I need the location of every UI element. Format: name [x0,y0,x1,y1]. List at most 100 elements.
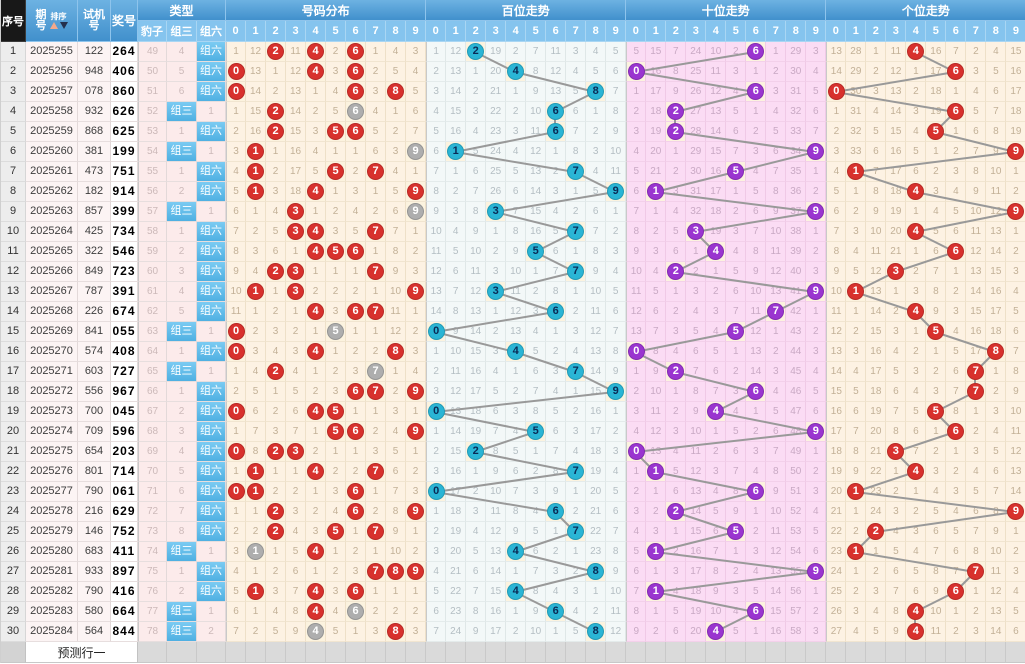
shi-miss-cell: 4 [666,582,687,602]
period-cell: 2025268 [26,302,78,322]
ge-miss-cell: 21 [866,442,887,462]
ge-miss-cell: 14 [886,102,907,122]
bai-hit-cell: 7 [566,522,587,542]
ge-miss-cell: 15 [1006,42,1025,62]
section-header-ge: 个位走势 [826,0,1025,21]
dist-digit-header-6: 6 [346,21,367,42]
bai-miss-cell: 10 [606,142,627,162]
shi-miss-cell: 4 [726,242,747,262]
col-header-period[interactable]: 期号 排序 [26,0,78,42]
shi-miss-cell: 3 [806,342,827,362]
shi-miss-cell: 14 [706,122,727,142]
prize-cell: 199 [111,142,138,162]
baozi-count-cell: 52 [138,102,167,122]
dist-hit-cell: 2 [266,102,287,122]
bai-hit-circle: 6 [547,302,565,320]
grid-row: 8 2025262 182 914 56 2 组六 5 1 3 18 4 1 3 1 5 9 8 2 7 26 6 14 3 1… [1,182,1025,202]
bai-miss-cell: 12 [446,382,467,402]
grid-row: 1 2025255 122 264 49 4 组六 1 12 2 11 4 2 6 1 4 3 1 12 2 19 2 7 1… [1,42,1025,62]
ge-miss-cell: 5 [926,502,947,522]
ge-miss-cell: 5 [906,402,927,422]
baozi-count-cell: 58 [138,222,167,242]
dist-miss-cell: 3 [386,402,407,422]
ge-miss-cell: 1 [946,602,967,622]
shi-miss-cell: 2 [666,542,687,562]
ge-hit-circle: 6 [947,582,965,600]
ge-miss-cell: 8 [826,242,847,262]
period-cell: 2025256 [26,62,78,82]
shi-hit-circle: 6 [747,482,765,500]
bai-miss-cell: 4 [486,362,507,382]
dist-miss-cell: 2 [346,342,367,362]
bai-miss-cell: 11 [446,362,467,382]
prize-cell: 751 [111,162,138,182]
ge-miss-cell: 7 [986,102,1007,122]
shi-miss-cell: 1 [726,182,747,202]
bai-hit-cell: 2 [466,442,487,462]
sort-asc-icon[interactable] [49,22,58,29]
dist-miss-cell: 18 [286,182,307,202]
bai-miss-cell: 19 [466,422,487,442]
bai-miss-cell: 2 [546,162,567,182]
dist-hit-circle: 5 [327,522,345,540]
bai-hit-circle: 4 [507,62,525,80]
footer-empty-cell [726,642,747,663]
dist-hit-cell: 5 [326,122,347,142]
ge-miss-cell: 1 [946,122,967,142]
bai-hit-cell: 0 [426,322,447,342]
bai-miss-cell: 8 [506,502,527,522]
test-cell: 849 [78,262,111,282]
ge-miss-cell: 6 [926,242,947,262]
test-cell: 933 [78,562,111,582]
bai-digit-header-0: 0 [426,21,447,42]
ge-miss-cell: 5 [846,262,867,282]
seq-cell: 18 [1,382,26,402]
baozi-count-cell: 75 [138,562,167,582]
sort-desc-icon[interactable] [59,22,68,29]
ge-miss-cell: 1 [846,502,867,522]
ge-miss-cell: 14 [986,622,1007,642]
dist-miss-cell: 4 [406,62,427,82]
shi-miss-cell: 39 [786,242,807,262]
shi-miss-cell: 12 [646,422,667,442]
shi-hit-cell: 2 [666,102,687,122]
footer-empty-cell [366,642,387,663]
ge-hit-circle: 9 [1007,142,1025,160]
dist-miss-cell: 2 [286,322,307,342]
shi-hit-cell: 5 [726,522,747,542]
dist-hit-cell: 1 [246,162,267,182]
ge-miss-cell: 2 [946,462,967,482]
shi-miss-cell: 15 [646,42,667,62]
dist-hit-cell: 0 [226,82,247,102]
shi-hit-cell: 0 [626,342,647,362]
section-header-dist: 号码分布 [226,0,427,21]
dist-miss-cell: 1 [246,562,267,582]
test-cell: 787 [78,282,111,302]
shi-miss-cell: 7 [706,382,727,402]
ge-hit-cell: 1 [846,162,867,182]
ge-miss-cell: 7 [926,542,947,562]
dist-miss-cell: 10 [226,282,247,302]
seq-cell: 14 [1,302,26,322]
bai-miss-cell: 4 [466,122,487,142]
period-sort-control[interactable]: 期号 排序 [26,9,77,32]
ge-miss-cell: 4 [866,602,887,622]
bai-miss-cell: 1 [546,522,567,542]
bai-miss-cell: 16 [446,122,467,142]
ge-miss-cell: 17 [986,302,1007,322]
ge-miss-cell: 17 [1006,82,1025,102]
test-cell: 122 [78,42,111,62]
bai-miss-cell: 10 [606,582,627,602]
shi-miss-cell: 1 [806,222,827,242]
bai-miss-cell: 5 [426,122,447,142]
bai-miss-cell: 3 [586,142,607,162]
dist-miss-cell: 4 [226,162,247,182]
bai-miss-cell: 21 [446,562,467,582]
ge-miss-cell: 7 [866,162,887,182]
bai-miss-cell: 5 [426,582,447,602]
bai-miss-cell: 5 [526,342,547,362]
dist-miss-cell: 4 [226,562,247,582]
seq-cell: 29 [1,602,26,622]
shi-miss-cell: 17 [646,82,667,102]
seq-cell: 28 [1,582,26,602]
